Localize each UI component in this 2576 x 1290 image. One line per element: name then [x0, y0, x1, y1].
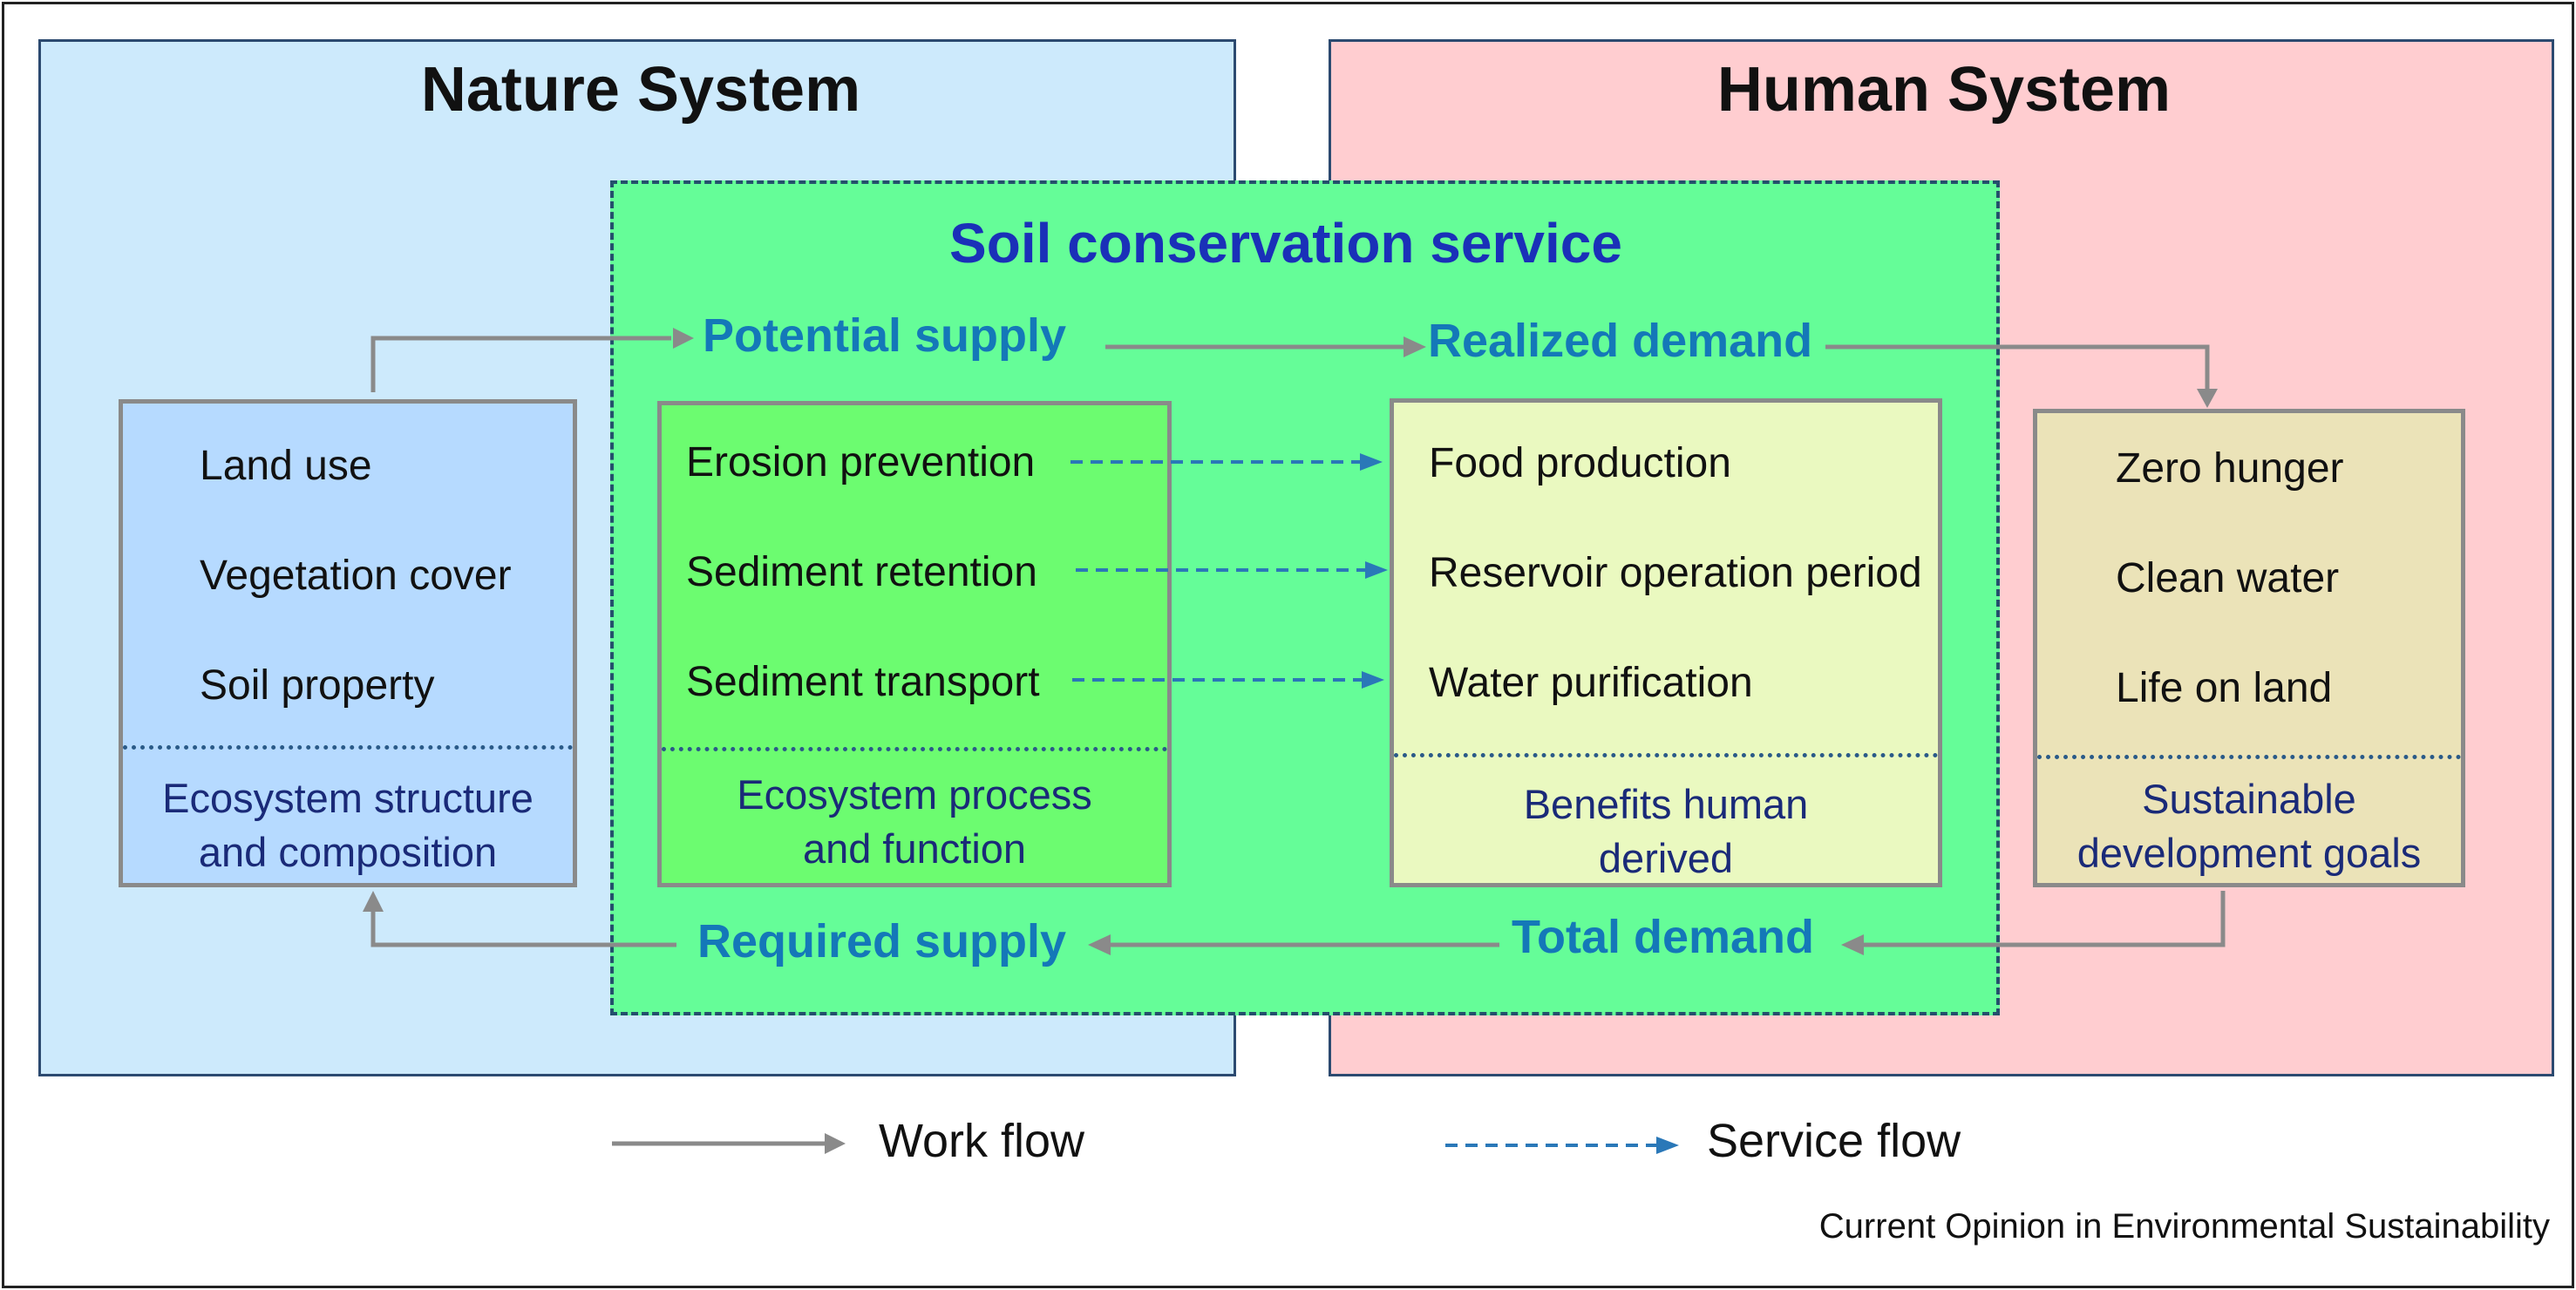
sdg-box: Zero hunger Clean water Life on land Sus… [2033, 409, 2465, 887]
sdg-item: Zero hunger [2116, 445, 2344, 492]
benefit-item: Water purification [1429, 660, 1753, 706]
sdg-item: Life on land [2116, 665, 2333, 711]
work-flow-arrowhead [1404, 336, 1426, 357]
divider [1394, 753, 1938, 757]
legend-work-flow-arrowhead [825, 1133, 846, 1154]
work-flow-arrowhead [1088, 934, 1111, 955]
benefit-item: Reservoir operation period [1429, 550, 1922, 596]
total-demand-label: Total demand [1512, 911, 1815, 963]
work-flow-arrow [370, 910, 676, 947]
sdg-caption-line: development goals [2076, 830, 2422, 876]
service-flow-arrowhead [1362, 671, 1384, 689]
work-flow-arrowhead [363, 891, 384, 912]
process-item: Sediment transport [686, 659, 1040, 705]
benefits-caption-line: derived [1598, 835, 1734, 881]
ecosystem-process-box: Erosion prevention Sediment retention Se… [657, 401, 1172, 887]
ecosystem-structure-box: Land use Vegetation cover Soil property … [119, 399, 577, 887]
work-flow-arrow [370, 336, 671, 392]
potential-supply-label: Potential supply [703, 309, 1067, 362]
nature-item: Soil property [200, 662, 435, 709]
legend-service-flow-arrowhead [1656, 1137, 1679, 1154]
service-flow-arrowhead [1360, 453, 1383, 471]
nature-system-title: Nature System [420, 55, 861, 125]
work-flow-arrow [1862, 891, 2226, 947]
benefits-box: Food production Reservoir operation peri… [1390, 398, 1942, 887]
divider [662, 747, 1167, 751]
sdg-item: Clean water [2116, 555, 2340, 601]
legend-work-flow-label: Work flow [879, 1115, 1085, 1167]
nature-caption-line: Ecosystem structure [162, 775, 534, 821]
nature-caption-line: and composition [198, 829, 498, 875]
work-flow-arrowhead [673, 328, 694, 349]
nature-item: Land use [200, 443, 372, 489]
process-caption-line: and function [802, 825, 1027, 872]
divider [2037, 755, 2461, 759]
service-flow-arrowhead [1365, 561, 1388, 579]
sdg-caption-line: Sustainable [2142, 776, 2356, 822]
nature-item: Vegetation cover [200, 553, 512, 599]
source-credit: Current Opinion in Environmental Sustain… [1818, 1207, 2550, 1246]
work-flow-arrow [1825, 344, 2210, 390]
process-caption-line: Ecosystem process [737, 771, 1092, 818]
process-item: Sediment retention [686, 549, 1037, 595]
benefits-caption-line: Benefits human [1523, 781, 1809, 827]
legend-service-flow-label: Service flow [1707, 1115, 1961, 1167]
required-supply-label: Required supply [697, 915, 1067, 968]
soil-conservation-title: Soil conservation service [949, 212, 1622, 275]
human-system-title: Human System [1716, 55, 2172, 125]
benefit-item: Food production [1429, 440, 1731, 486]
process-item: Erosion prevention [686, 439, 1036, 485]
realized-demand-label: Realized demand [1428, 315, 1813, 367]
divider [123, 745, 573, 750]
work-flow-arrowhead [1841, 934, 1864, 955]
work-flow-arrowhead [2197, 389, 2218, 408]
